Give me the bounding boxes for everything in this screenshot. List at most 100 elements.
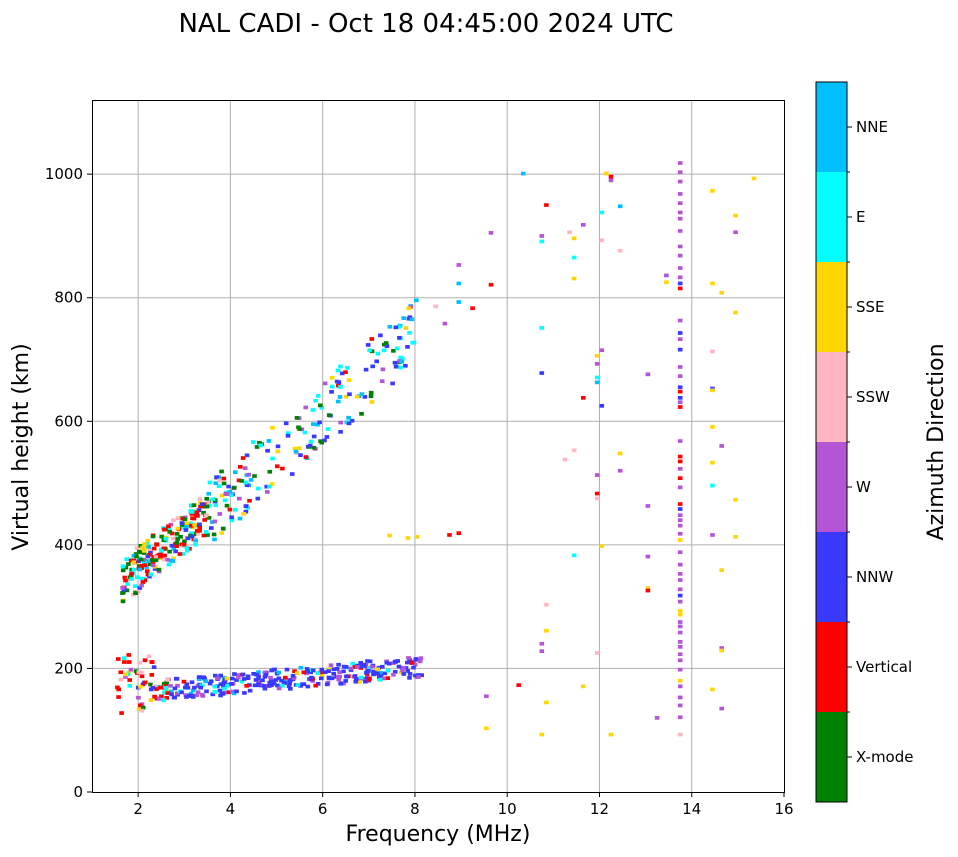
scatter-point [677, 523, 683, 528]
e-layer-point [315, 671, 321, 675]
e-layer-point [121, 656, 127, 660]
e-layer-point [168, 683, 173, 688]
e-layer-point [391, 672, 396, 677]
scatter-point [594, 491, 600, 496]
f-layer-point [217, 478, 222, 483]
scatter-point [608, 174, 614, 179]
scatter-point [544, 700, 549, 705]
e-layer-point [290, 673, 296, 678]
e-layer-point [269, 668, 274, 673]
e-layer-point [298, 665, 304, 670]
e-layer-point [382, 671, 388, 676]
e-layer-point [263, 673, 269, 677]
f-layer-point [147, 574, 152, 579]
colorbar-swatch-sse [816, 262, 847, 352]
e-layer-point [292, 669, 297, 673]
f-layer-point [380, 367, 386, 372]
e-layer-point [139, 674, 145, 679]
scatter-point [677, 201, 683, 205]
e-layer-point [165, 678, 170, 682]
f-layer-point [384, 344, 390, 348]
e-layer-point [294, 671, 300, 676]
f-layer-point [153, 558, 159, 563]
scatter-point [571, 276, 577, 281]
f-layer-point [145, 538, 151, 543]
f-layer-point [120, 568, 126, 573]
f-layer-point [229, 493, 234, 497]
f-layer-point [313, 398, 318, 403]
f-layer-point [144, 541, 150, 546]
scatter-point [677, 216, 683, 221]
f-layer-point [339, 371, 345, 376]
e-layer-point [336, 674, 341, 679]
scatter-point [677, 550, 683, 555]
f-layer-point [165, 557, 170, 562]
scatter-point [733, 213, 738, 218]
e-layer-point [208, 679, 214, 684]
scatter-point [677, 275, 683, 280]
colorbar-label-e: E [856, 208, 865, 226]
scatter-point [719, 290, 724, 295]
e-layer-point [407, 672, 413, 676]
f-layer-point [216, 484, 222, 488]
e-layer-point [225, 683, 230, 688]
scatter-point [539, 371, 545, 375]
f-layer-point [140, 545, 145, 550]
f-layer-point [256, 486, 261, 491]
scatter-point [608, 178, 614, 183]
f-layer-point [175, 526, 180, 531]
scatter-point [405, 536, 411, 540]
scatter-point [733, 230, 738, 235]
scatter-point [677, 454, 683, 459]
e-layer-point [174, 676, 180, 681]
scatter-point [677, 318, 683, 323]
scatter-point [677, 337, 683, 341]
e-layer-point [352, 665, 358, 669]
e-layer-point [118, 677, 124, 682]
scatter-point [645, 586, 651, 590]
scatter-point [677, 538, 683, 542]
f-layer-point [185, 548, 190, 553]
e-layer-point [357, 680, 362, 684]
scatter-point [733, 310, 738, 315]
f-layer-point [174, 540, 180, 545]
e-layer-point [405, 660, 410, 665]
f-layer-point [154, 542, 160, 547]
e-layer-point [218, 673, 223, 678]
e-layer-point [226, 690, 232, 695]
f-layer-point [185, 536, 191, 541]
e-layer-point [239, 679, 245, 684]
f-layer-point [232, 507, 238, 512]
f-layer-point [275, 449, 281, 454]
f-layer-point [394, 346, 400, 351]
f-layer-point [289, 472, 295, 476]
f-layer-point [406, 306, 411, 311]
e-layer-point [304, 671, 309, 676]
scatter-point [456, 281, 462, 286]
f-layer-point [141, 551, 147, 555]
f-layer-point [229, 515, 234, 520]
e-layer-point [324, 682, 330, 687]
e-layer-point [319, 676, 324, 681]
e-layer-point [398, 670, 404, 675]
e-layer-point [358, 675, 364, 680]
e-layer-point [272, 667, 277, 672]
f-layer-point [363, 367, 369, 372]
f-layer-point [405, 345, 410, 349]
e-layer-point [160, 684, 166, 688]
colorbar-label-nne: NNE [856, 118, 888, 136]
f-layer-point [141, 558, 147, 562]
f-layer-point [133, 584, 138, 588]
f-layer-point [131, 554, 137, 558]
f-layer-point [182, 517, 188, 522]
f-layer-point [255, 496, 261, 501]
e-layer-point [413, 657, 419, 662]
e-layer-point [377, 677, 383, 682]
scatter-point [488, 231, 494, 235]
f-layer-point [319, 440, 324, 445]
f-layer-point [197, 497, 203, 501]
scatter-point [599, 238, 605, 243]
e-layer-point [271, 681, 277, 686]
scatter-point [677, 652, 683, 657]
